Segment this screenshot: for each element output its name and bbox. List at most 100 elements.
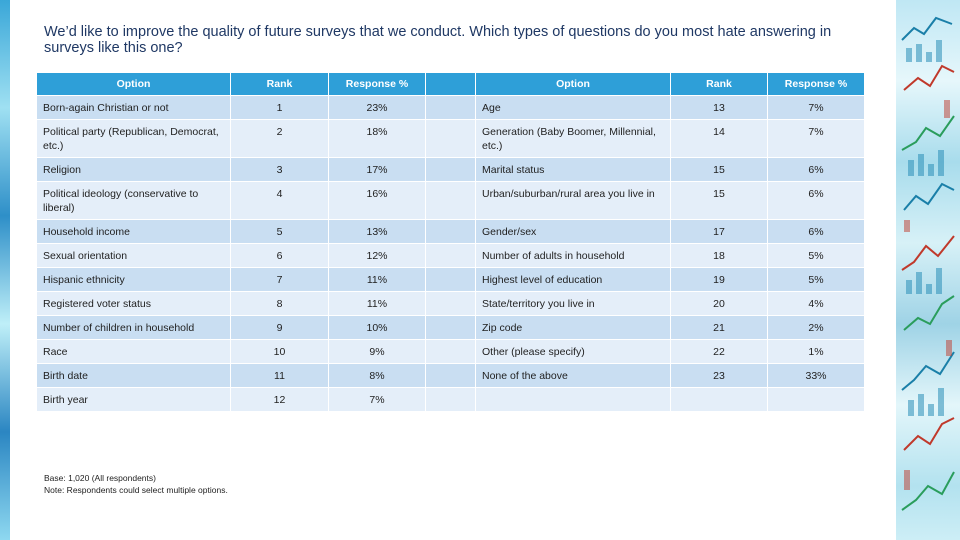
rank-cell: 23 — [670, 363, 768, 388]
table-row: Registered voter status 8 11% State/territo… — [36, 291, 865, 316]
table-row: Number of children in household 9 10% Zip c… — [36, 315, 865, 340]
rank-cell: 15 — [670, 181, 768, 220]
table-row: Political ideology (conservative to libe… — [36, 181, 865, 220]
rank-cell: 20 — [670, 291, 768, 316]
rank-cell: 9 — [230, 315, 329, 340]
option-cell: Generation (Baby Boomer, Millennial, etc… — [475, 119, 671, 158]
table-header-row: Option Rank Response % Option Rank Respo… — [36, 72, 865, 96]
rank-cell: 4 — [230, 181, 329, 220]
header-spacer — [425, 72, 476, 96]
respondents-note: Note: Respondents could select multiple … — [44, 485, 228, 495]
rank-cell: 2 — [230, 119, 329, 158]
response-cell: 12% — [328, 243, 426, 268]
header-response-left: Response % — [328, 72, 426, 96]
response-cell: 11% — [328, 267, 426, 292]
base-note: Base: 1,020 (All respondents) — [44, 473, 156, 483]
spacer-cell — [425, 387, 476, 412]
spacer-cell — [425, 291, 476, 316]
spacer-cell — [425, 95, 476, 120]
option-cell: Number of children in household — [36, 315, 231, 340]
response-cell: 23% — [328, 95, 426, 120]
option-cell: Registered voter status — [36, 291, 231, 316]
table-row: Religion 3 17% Marital status 15 6% — [36, 157, 865, 182]
option-cell: Political party (Republican, Democrat, e… — [36, 119, 231, 158]
rank-cell: 10 — [230, 339, 329, 364]
response-cell: 13% — [328, 219, 426, 244]
response-cell: 7% — [767, 119, 865, 158]
left-decorative-strip — [0, 0, 10, 540]
header-rank-left: Rank — [230, 72, 329, 96]
table-row: Born-again Christian or not 1 23% Age 13 7% — [36, 95, 865, 120]
spacer-cell — [425, 243, 476, 268]
response-cell: 1% — [767, 339, 865, 364]
spacer-cell — [425, 315, 476, 340]
option-cell — [475, 387, 671, 412]
option-cell: Household income — [36, 219, 231, 244]
option-cell: Race — [36, 339, 231, 364]
table-row: Political party (Republican, Democrat, e… — [36, 119, 865, 158]
table-row: Household income 5 13% Gender/sex 17 6% — [36, 219, 865, 244]
response-cell: 6% — [767, 219, 865, 244]
option-cell: Gender/sex — [475, 219, 671, 244]
results-table: Option Rank Response % Option Rank Respo… — [36, 72, 865, 412]
rank-cell: 22 — [670, 339, 768, 364]
response-cell: 11% — [328, 291, 426, 316]
spacer-cell — [425, 119, 476, 158]
chart-collage-illustration — [901, 16, 955, 511]
rank-cell: 13 — [670, 95, 768, 120]
option-cell: Religion — [36, 157, 231, 182]
response-cell: 7% — [767, 95, 865, 120]
rank-cell: 3 — [230, 157, 329, 182]
rank-cell: 5 — [230, 219, 329, 244]
rank-cell: 7 — [230, 267, 329, 292]
option-cell: Number of adults in household — [475, 243, 671, 268]
question-title: We’d like to improve the quality of futu… — [44, 24, 832, 56]
option-cell: Birth year — [36, 387, 231, 412]
table-row: Hispanic ethnicity 7 11% Highest level of e… — [36, 267, 865, 292]
spacer-cell — [425, 181, 476, 220]
response-cell: 5% — [767, 243, 865, 268]
response-cell: 7% — [328, 387, 426, 412]
header-response-right: Response % — [767, 72, 865, 96]
spacer-cell — [425, 267, 476, 292]
response-cell: 10% — [328, 315, 426, 340]
rank-cell: 14 — [670, 119, 768, 158]
rank-cell — [670, 387, 768, 412]
rank-cell: 17 — [670, 219, 768, 244]
response-cell: 16% — [328, 181, 426, 220]
response-cell: 6% — [767, 157, 865, 182]
response-cell: 17% — [328, 157, 426, 182]
option-cell: Hispanic ethnicity — [36, 267, 231, 292]
option-cell: Age — [475, 95, 671, 120]
option-cell: Born-again Christian or not — [36, 95, 231, 120]
option-cell: Marital status — [475, 157, 671, 182]
spacer-cell — [425, 219, 476, 244]
response-cell: 5% — [767, 267, 865, 292]
response-cell: 4% — [767, 291, 865, 316]
rank-cell: 19 — [670, 267, 768, 292]
table-row: Sexual orientation 6 12% Number of adults i… — [36, 243, 865, 268]
response-cell: 18% — [328, 119, 426, 158]
option-cell: Other (please specify) — [475, 339, 671, 364]
option-cell: Political ideology (conservative to libe… — [36, 181, 231, 220]
response-cell — [767, 387, 865, 412]
option-cell: None of the above — [475, 363, 671, 388]
table-row: Birth date 11 8% None of the above 23 33% — [36, 363, 865, 388]
rank-cell: 15 — [670, 157, 768, 182]
spacer-cell — [425, 157, 476, 182]
rank-cell: 11 — [230, 363, 329, 388]
rank-cell: 12 — [230, 387, 329, 412]
option-cell: State/territory you live in — [475, 291, 671, 316]
option-cell: Highest level of education — [475, 267, 671, 292]
rank-cell: 8 — [230, 291, 329, 316]
response-cell: 2% — [767, 315, 865, 340]
option-cell: Urban/suburban/rural area you live in — [475, 181, 671, 220]
spacer-cell — [425, 363, 476, 388]
response-cell: 9% — [328, 339, 426, 364]
table-row: Race 10 9% Other (please specify) 22 1% — [36, 339, 865, 364]
decorative-chart-artwork — [896, 0, 960, 540]
table-row: Birth year 12 7% — [36, 387, 865, 412]
header-option-left: Option — [36, 72, 231, 96]
option-cell: Sexual orientation — [36, 243, 231, 268]
header-option-right: Option — [475, 72, 671, 96]
